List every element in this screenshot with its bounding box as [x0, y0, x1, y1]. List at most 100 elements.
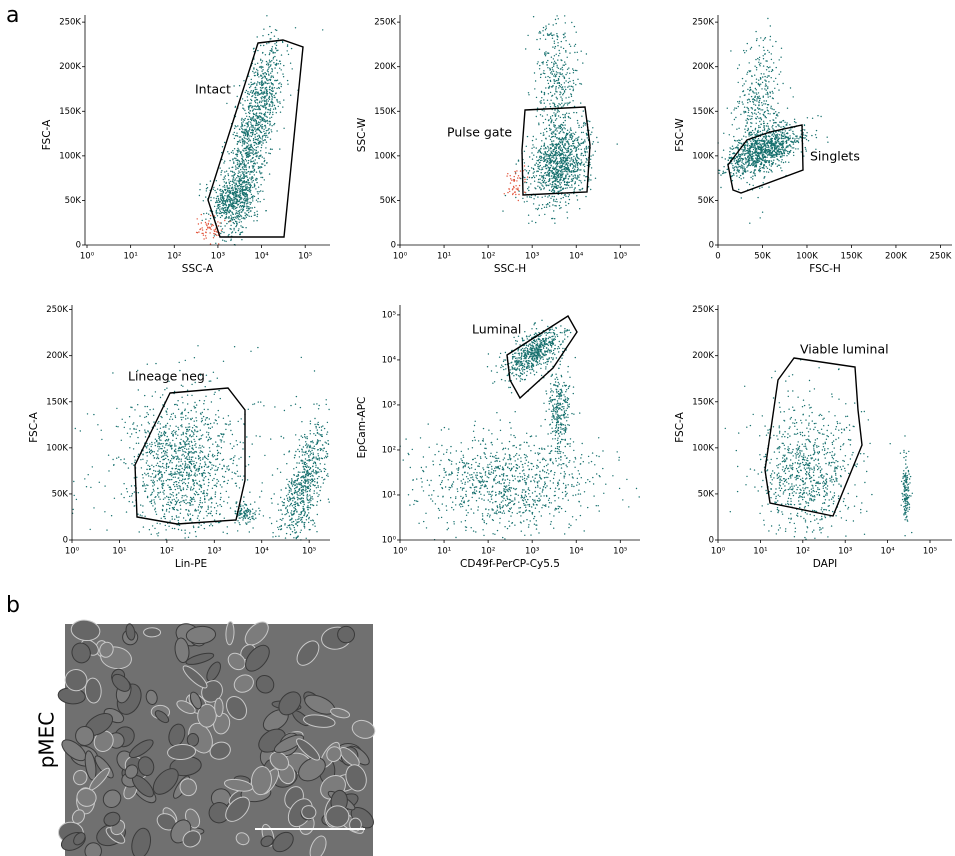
- event-dot: [199, 468, 200, 469]
- event-dot: [543, 70, 544, 71]
- event-dot: [223, 213, 224, 214]
- event-dot: [775, 117, 776, 118]
- event-dot: [759, 113, 760, 114]
- event-dot: [273, 58, 274, 59]
- event-dot: [250, 144, 251, 145]
- event-dot: [827, 137, 828, 138]
- event-dot: [772, 91, 773, 92]
- event-dot: [580, 164, 581, 165]
- event-dot: [560, 173, 561, 174]
- event-dot: [787, 151, 788, 152]
- event-dot: [560, 145, 561, 146]
- x-tick-label: 10⁰: [80, 252, 95, 262]
- event-dot: [745, 132, 746, 133]
- x-tick-label: 10³: [211, 252, 225, 262]
- event-dot: [772, 152, 773, 153]
- event-dot: [235, 178, 236, 179]
- event-dot: [756, 166, 757, 167]
- event-dot: [771, 170, 772, 171]
- event-dot: [540, 183, 541, 184]
- event-dot: [565, 22, 566, 23]
- event-dot: [542, 63, 543, 64]
- event-dot: [235, 232, 236, 233]
- event-dot: [248, 144, 249, 145]
- event-dot: [252, 176, 253, 177]
- event-dot: [733, 153, 734, 154]
- event-dot: [540, 133, 541, 134]
- event-dot: [567, 173, 568, 174]
- event-dot: [776, 134, 777, 135]
- event-dot: [248, 112, 249, 113]
- event-dot: [742, 168, 743, 169]
- event-dot: [234, 158, 235, 159]
- event-dot: [539, 215, 540, 216]
- event-dot: [257, 81, 258, 82]
- event-dot: [556, 128, 557, 129]
- event-dot: [262, 124, 263, 125]
- event-dot: [577, 176, 578, 177]
- event-dot: [258, 121, 259, 122]
- event-dot: [740, 166, 741, 167]
- event-dot: [250, 185, 251, 186]
- event-dot: [527, 188, 528, 189]
- event-dot: [249, 127, 250, 128]
- event-dot: [578, 136, 579, 137]
- event-dot: [258, 156, 259, 157]
- event-dot: [232, 179, 233, 180]
- event-dot: [572, 100, 573, 101]
- event-dot: [559, 182, 560, 183]
- y-tick-label: 100K: [59, 151, 81, 161]
- event-dot: [758, 127, 759, 128]
- event-dot: [746, 158, 747, 159]
- event-dot: [553, 131, 554, 132]
- event-dot: [583, 125, 584, 126]
- event-dot: [792, 131, 793, 132]
- event-dot: [754, 99, 755, 100]
- event-dot: [558, 175, 559, 176]
- event-dot: [222, 186, 223, 187]
- event-dot: [768, 71, 769, 72]
- event-dot: [249, 135, 250, 136]
- event-dot: [239, 194, 240, 195]
- event-dot: [744, 112, 745, 113]
- event-dot: [510, 182, 511, 183]
- event-dot: [210, 218, 211, 219]
- event-dot: [546, 204, 547, 205]
- event-dot: [235, 221, 236, 222]
- event-dot: [272, 69, 273, 70]
- event-dot: [248, 208, 249, 209]
- event-dot: [559, 208, 560, 209]
- event-dot: [538, 182, 539, 183]
- event-dot: [555, 180, 556, 181]
- event-dot: [559, 163, 560, 164]
- event-dot: [555, 76, 556, 77]
- event-dot: [259, 113, 260, 114]
- event-dot: [764, 79, 765, 80]
- event-dot: [553, 79, 554, 80]
- event-dot: [573, 70, 574, 71]
- event-dot: [540, 152, 541, 153]
- event-dot: [205, 219, 206, 220]
- event-dot: [575, 158, 576, 159]
- event-dot: [253, 106, 254, 107]
- event-dot: [564, 77, 565, 78]
- event-dot: [763, 100, 764, 101]
- event-dot: [262, 96, 263, 97]
- event-dot: [222, 146, 223, 147]
- event-dot: [270, 108, 271, 109]
- event-dot: [226, 171, 227, 172]
- event-dot: [553, 168, 554, 169]
- event-dot: [233, 217, 234, 218]
- event-dot: [584, 180, 585, 181]
- event-dot: [246, 187, 247, 188]
- event-dot: [737, 148, 738, 149]
- event-dot: [730, 172, 731, 173]
- event-dot: [273, 124, 274, 125]
- event-dot: [565, 154, 566, 155]
- event-dot: [262, 60, 263, 61]
- event-dot: [239, 140, 240, 141]
- event-dot: [571, 174, 572, 175]
- event-dot: [739, 96, 740, 97]
- event-dot: [220, 211, 221, 212]
- event-dot: [586, 158, 587, 159]
